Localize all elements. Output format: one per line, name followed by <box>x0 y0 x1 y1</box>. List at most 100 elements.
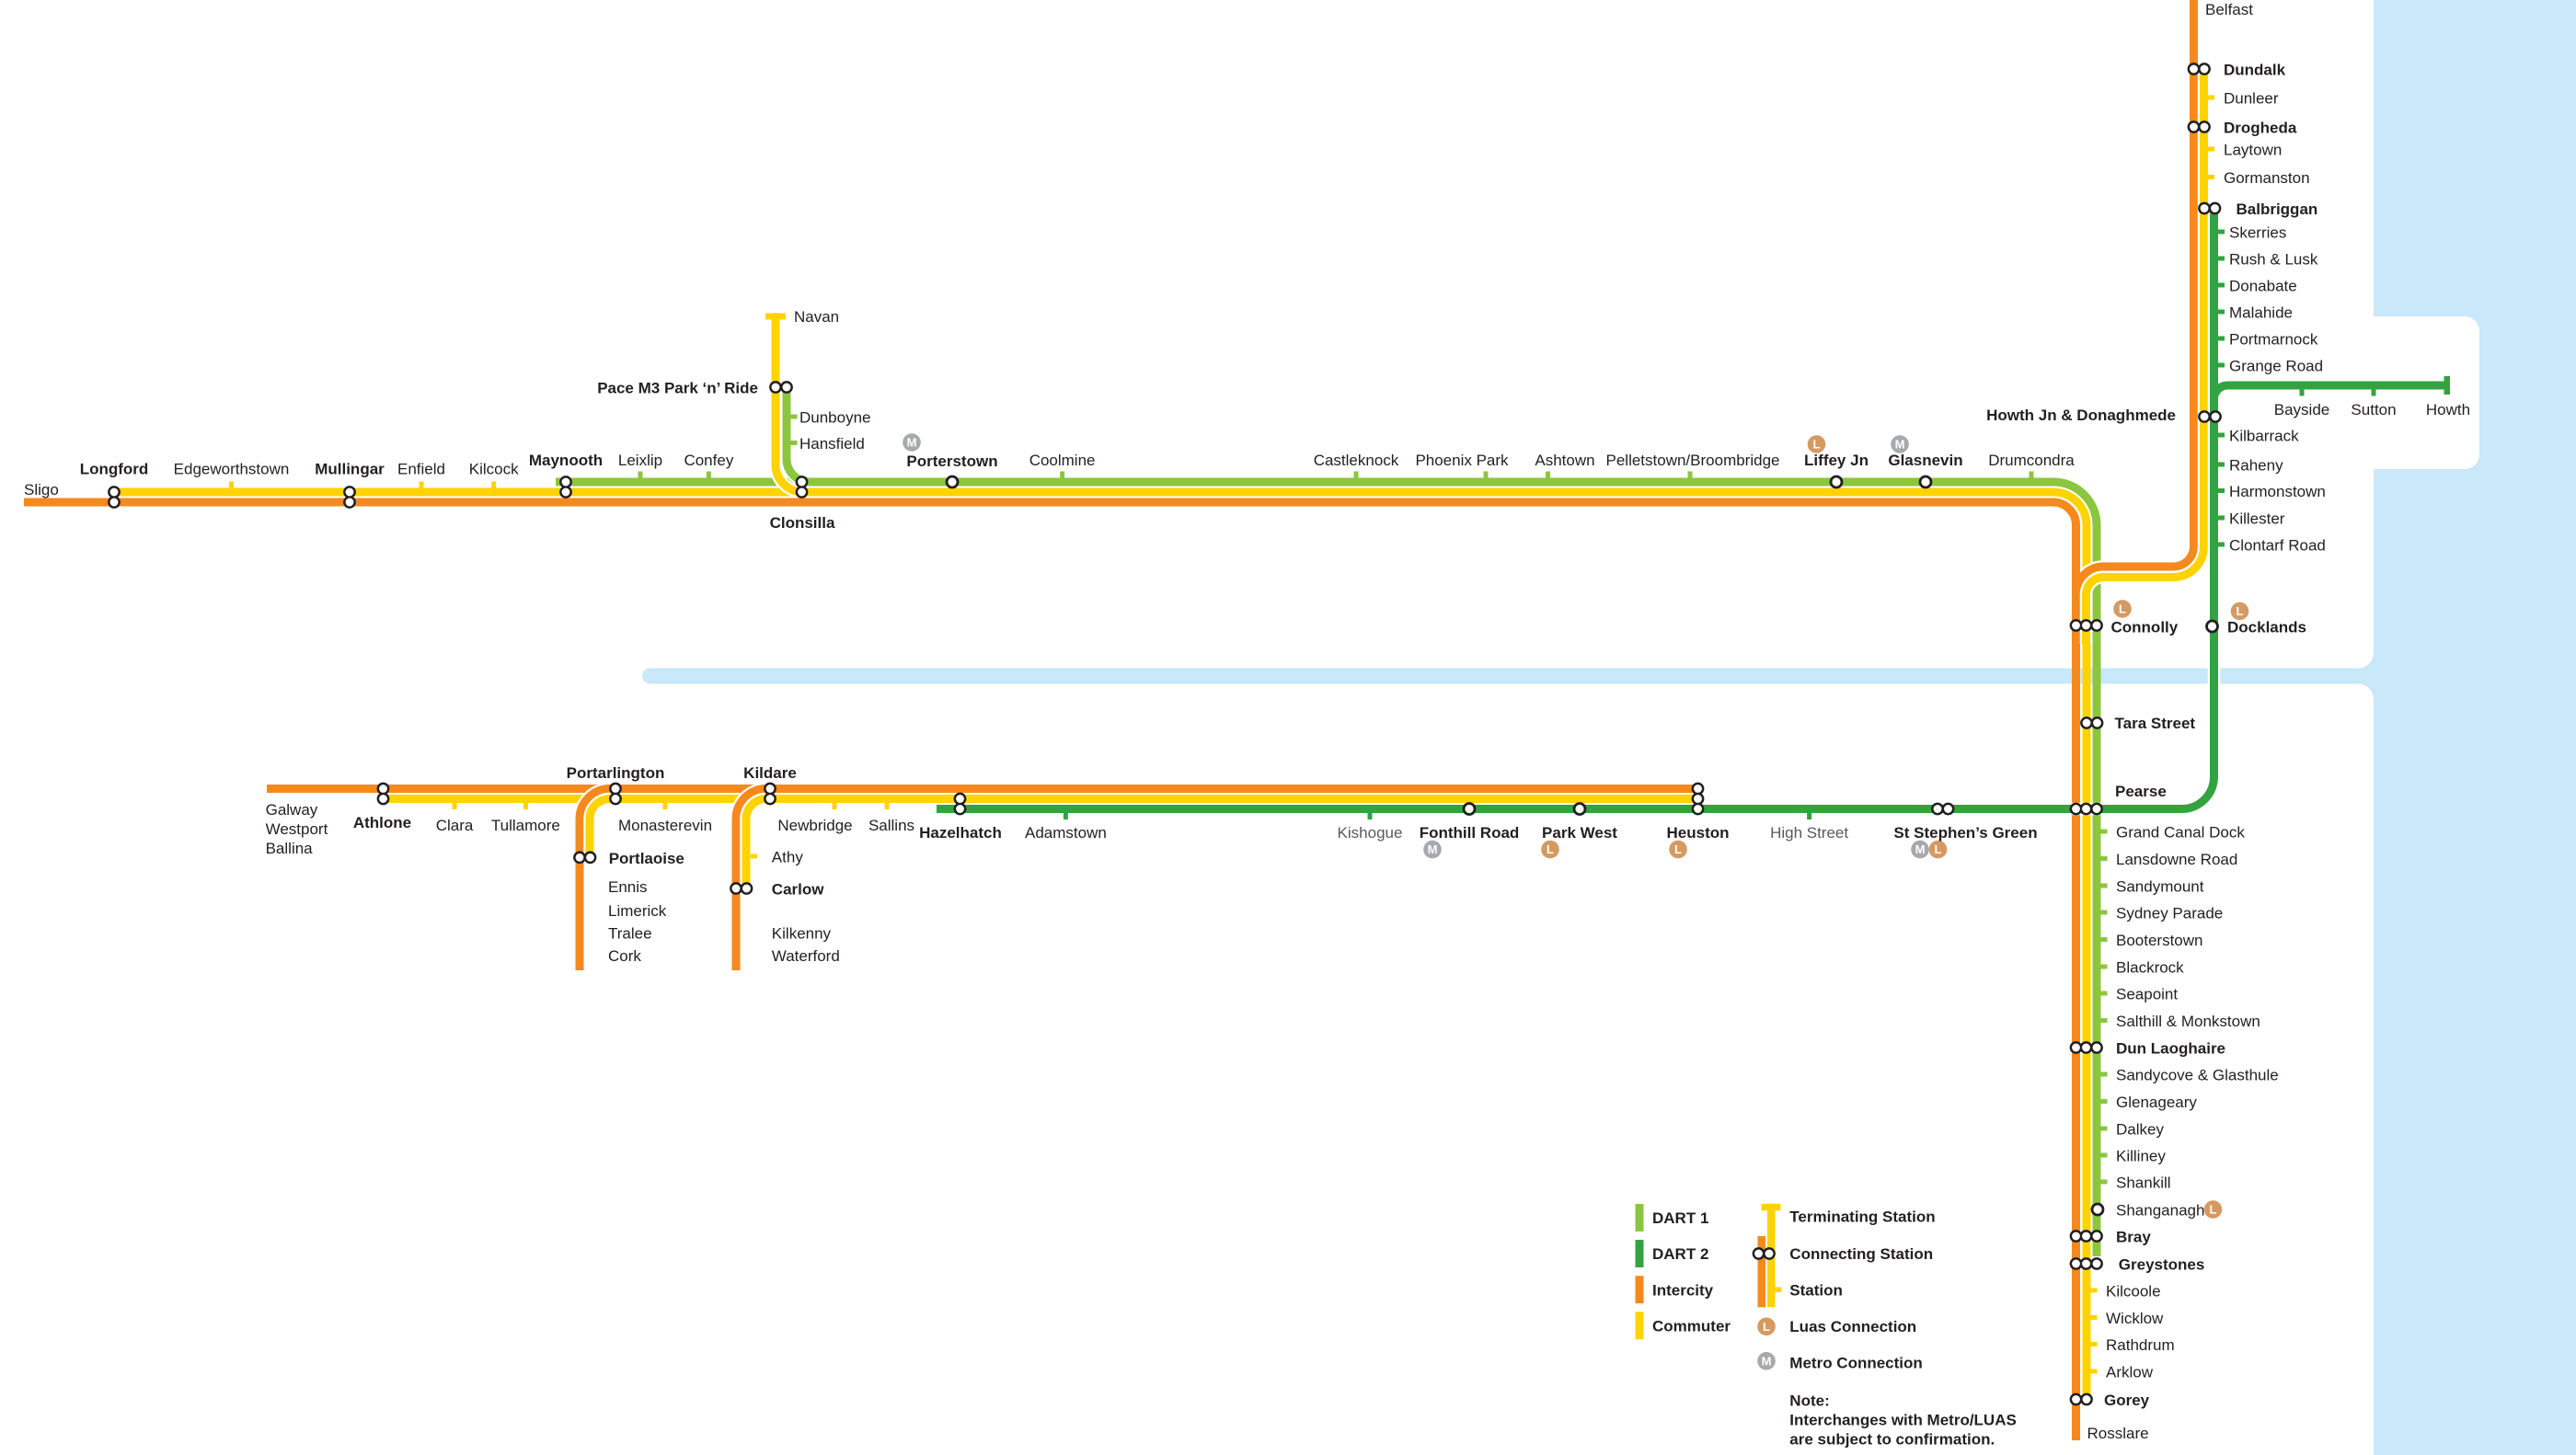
svg-text:Carlow: Carlow <box>772 881 824 899</box>
svg-text:Leixlip: Leixlip <box>618 452 662 469</box>
svg-text:Clara: Clara <box>436 817 474 834</box>
svg-text:DART 1: DART 1 <box>1652 1209 1708 1227</box>
svg-text:Salthill & Monkstown: Salthill & Monkstown <box>2116 1013 2260 1030</box>
svg-text:Galway: Galway <box>266 801 318 819</box>
svg-text:Fonthill Road: Fonthill Road <box>1420 824 1520 842</box>
svg-text:Booterstown: Booterstown <box>2116 932 2203 949</box>
svg-text:Pelletstown/Broombridge: Pelletstown/Broombridge <box>1606 452 1780 469</box>
svg-text:Porterstown: Porterstown <box>906 453 997 470</box>
svg-text:Limerick: Limerick <box>608 902 667 920</box>
svg-text:Shanganagh: Shanganagh <box>2116 1202 2204 1220</box>
svg-text:Station: Station <box>1789 1281 1843 1299</box>
svg-text:M: M <box>1915 842 1926 856</box>
svg-text:L: L <box>1935 842 1942 856</box>
svg-text:Cork: Cork <box>608 947 641 965</box>
svg-text:Dalkey: Dalkey <box>2116 1121 2164 1139</box>
svg-text:Newbridge: Newbridge <box>777 817 852 834</box>
svg-text:Monasterevin: Monasterevin <box>618 817 712 834</box>
svg-text:Heuston: Heuston <box>1667 824 1730 842</box>
svg-text:are subject to confirmation.: are subject to confirmation. <box>1789 1431 1995 1449</box>
svg-text:Kilkenny: Kilkenny <box>772 925 832 943</box>
svg-text:Killester: Killester <box>2229 510 2285 528</box>
svg-text:Howth: Howth <box>2426 401 2470 418</box>
svg-text:Docklands: Docklands <box>2227 619 2306 636</box>
svg-text:Connecting Station: Connecting Station <box>1789 1245 1933 1263</box>
svg-text:Donabate: Donabate <box>2229 278 2297 295</box>
svg-text:Maynooth: Maynooth <box>529 452 603 469</box>
svg-text:Laytown: Laytown <box>2224 142 2282 159</box>
svg-text:Athlone: Athlone <box>353 814 411 831</box>
svg-text:Dunboyne: Dunboyne <box>799 409 871 427</box>
svg-text:M: M <box>1428 842 1438 856</box>
svg-text:Gormanston: Gormanston <box>2224 169 2310 187</box>
svg-text:Balbriggan: Balbriggan <box>2237 200 2318 218</box>
svg-text:Sydney Parade: Sydney Parade <box>2116 905 2223 922</box>
svg-text:Pace M3 Park ‘n’ Ride: Pace M3 Park ‘n’ Ride <box>597 380 758 397</box>
svg-text:Kildare: Kildare <box>743 764 797 782</box>
svg-text:Drumcondra: Drumcondra <box>1988 452 2075 469</box>
svg-text:Dundalk: Dundalk <box>2224 62 2286 79</box>
svg-text:Grand Canal Dock: Grand Canal Dock <box>2116 824 2245 842</box>
svg-text:Raheny: Raheny <box>2229 457 2283 475</box>
svg-text:Navan: Navan <box>794 308 839 326</box>
svg-text:L: L <box>1674 842 1682 856</box>
svg-text:Enfield: Enfield <box>397 461 445 478</box>
svg-text:Skerries: Skerries <box>2229 224 2286 242</box>
svg-text:L: L <box>1813 438 1821 452</box>
svg-text:Dun Laoghaire: Dun Laoghaire <box>2116 1040 2225 1058</box>
svg-text:St Stephen’s Green: St Stephen’s Green <box>1893 824 2037 842</box>
svg-text:Interchanges with Metro/LUAS: Interchanges with Metro/LUAS <box>1789 1411 2017 1428</box>
svg-text:L: L <box>2210 1203 2217 1217</box>
svg-text:Sligo: Sligo <box>24 481 59 498</box>
svg-text:Tara Street: Tara Street <box>2115 715 2196 732</box>
svg-text:Sandymount: Sandymount <box>2116 878 2204 896</box>
svg-text:Blackrock: Blackrock <box>2116 959 2184 977</box>
svg-text:Tullamore: Tullamore <box>491 817 560 834</box>
svg-text:Rathdrum: Rathdrum <box>2106 1336 2175 1354</box>
svg-text:M: M <box>907 436 917 450</box>
svg-text:Seapoint: Seapoint <box>2116 986 2178 1003</box>
svg-text:Bayside: Bayside <box>2274 401 2329 418</box>
svg-text:Dunleer: Dunleer <box>2224 90 2279 108</box>
svg-text:Sutton: Sutton <box>2351 401 2396 418</box>
svg-text:M: M <box>1762 1354 1772 1368</box>
svg-text:L: L <box>1547 842 1554 856</box>
svg-text:Greystones: Greystones <box>2119 1256 2205 1274</box>
svg-text:Ennis: Ennis <box>608 878 648 896</box>
svg-text:Note:: Note: <box>1789 1392 1829 1409</box>
svg-text:Kilcoole: Kilcoole <box>2106 1283 2161 1300</box>
svg-text:Glasnevin: Glasnevin <box>1888 452 1962 469</box>
svg-text:Waterford: Waterford <box>772 947 840 965</box>
svg-text:Portarlington: Portarlington <box>567 764 665 782</box>
svg-text:Clontarf Road: Clontarf Road <box>2229 537 2326 555</box>
svg-text:Phoenix Park: Phoenix Park <box>1415 452 1509 469</box>
svg-text:Harmonstown: Harmonstown <box>2229 483 2326 500</box>
svg-text:Belfast: Belfast <box>2205 1 2253 18</box>
svg-text:M: M <box>1895 438 1905 452</box>
svg-text:Killiney: Killiney <box>2116 1148 2166 1165</box>
svg-text:Hazelhatch: Hazelhatch <box>919 824 1002 842</box>
svg-text:Gorey: Gorey <box>2104 1392 2150 1409</box>
svg-text:Kilcock: Kilcock <box>469 461 519 478</box>
svg-text:Portmarnock: Portmarnock <box>2229 331 2318 349</box>
svg-text:High Street: High Street <box>1770 824 1848 842</box>
svg-text:Park West: Park West <box>1542 824 1617 842</box>
svg-text:L: L <box>2237 604 2244 618</box>
svg-text:Adamstown: Adamstown <box>1025 824 1107 842</box>
svg-text:Pearse: Pearse <box>2115 783 2167 800</box>
svg-text:Terminating Station: Terminating Station <box>1789 1209 1935 1226</box>
svg-text:Arklow: Arklow <box>2106 1364 2154 1381</box>
svg-text:Howth Jn & Donaghmede: Howth Jn & Donaghmede <box>1986 407 2176 424</box>
svg-text:Glenageary: Glenageary <box>2116 1094 2197 1111</box>
svg-text:Edgeworthstown: Edgeworthstown <box>174 461 290 478</box>
svg-text:DART 2: DART 2 <box>1652 1245 1708 1263</box>
svg-text:Kishogue: Kishogue <box>1338 824 1403 842</box>
svg-text:Malahide: Malahide <box>2229 304 2293 322</box>
svg-text:L: L <box>1763 1320 1770 1334</box>
svg-text:Lansdowne Road: Lansdowne Road <box>2116 851 2237 868</box>
svg-text:Rush & Lusk: Rush & Lusk <box>2229 251 2318 269</box>
svg-text:Sallins: Sallins <box>868 817 914 834</box>
svg-text:Longford: Longford <box>80 461 149 478</box>
svg-text:Drogheda: Drogheda <box>2224 120 2297 137</box>
svg-text:Luas Connection: Luas Connection <box>1789 1318 1916 1335</box>
